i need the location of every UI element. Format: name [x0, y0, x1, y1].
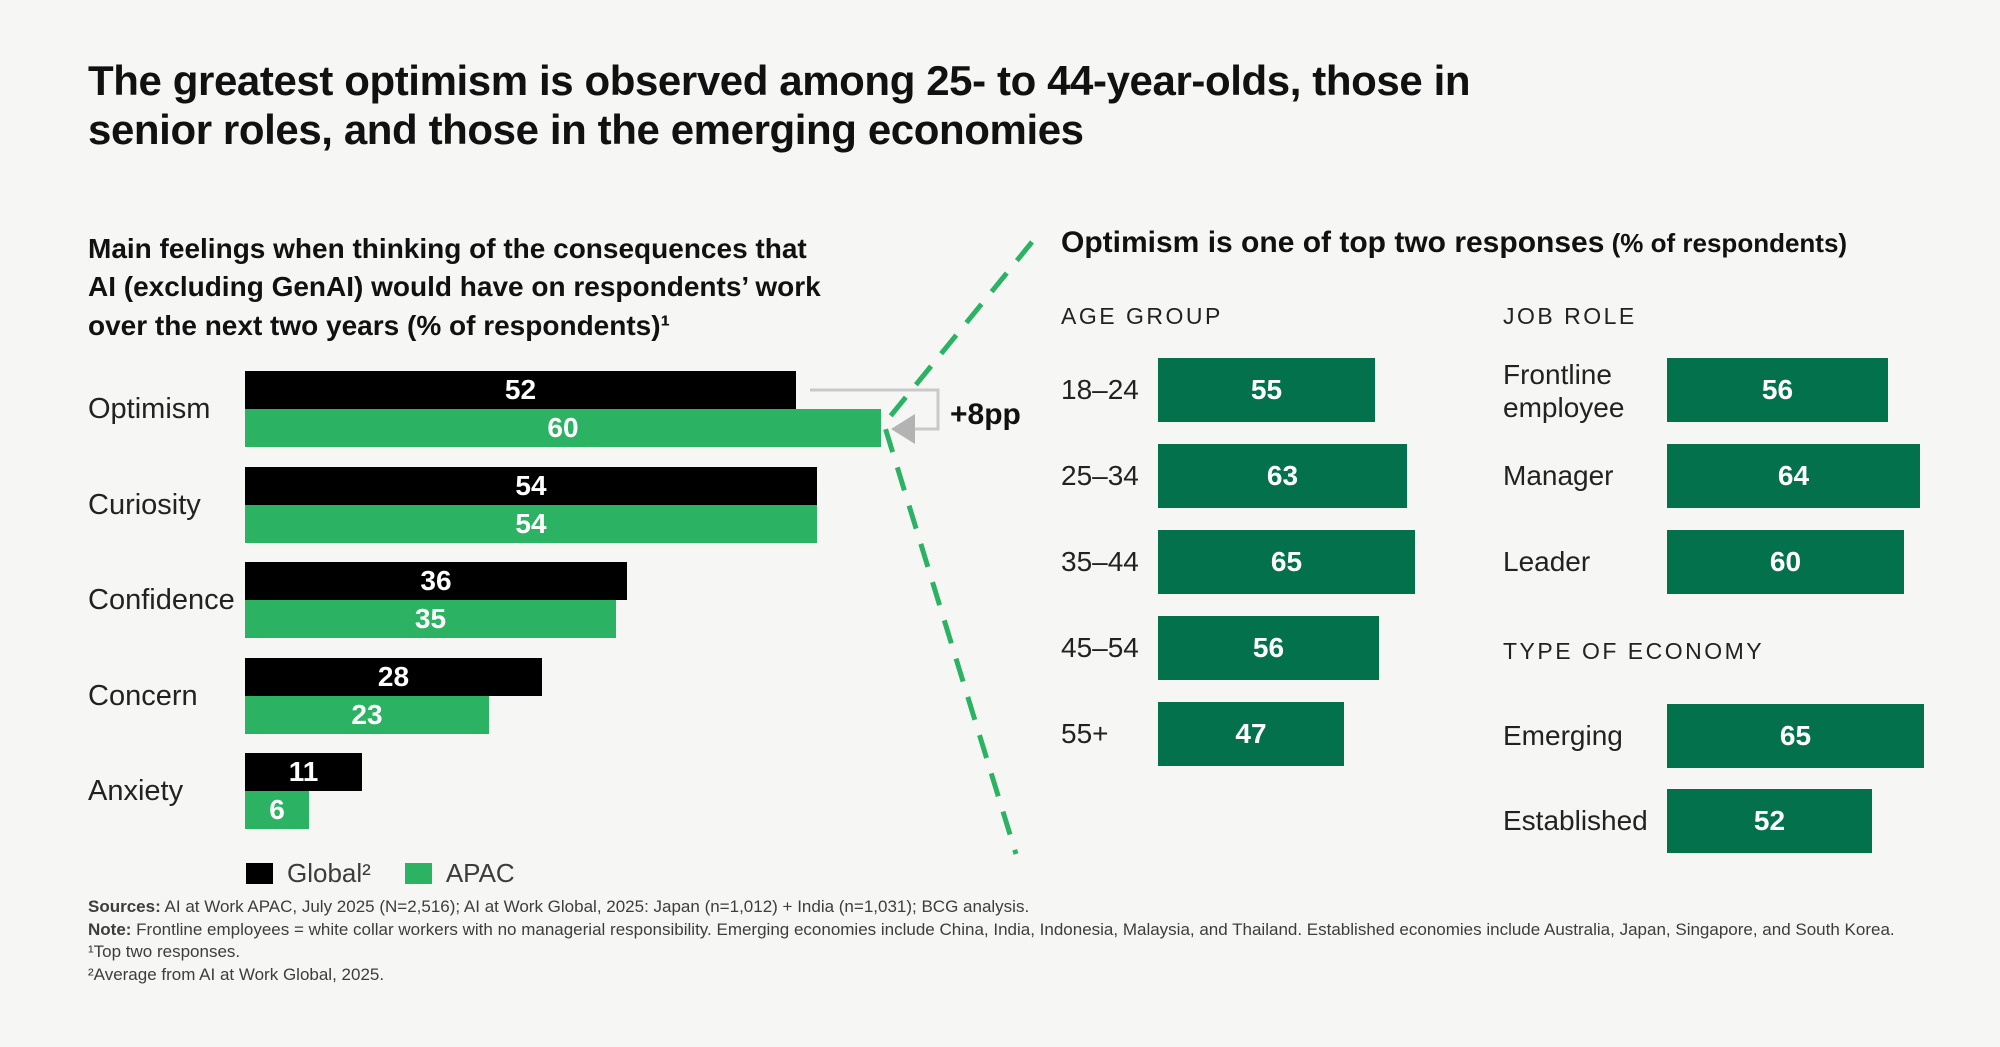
bar-value-label: 35 — [414, 603, 447, 634]
footer-footnote-2: ²Average from AI at Work Global, 2025. — [88, 964, 385, 984]
bar-apac-optimism: 60 — [245, 409, 881, 447]
bar-value-label: 23 — [351, 699, 383, 730]
bar-global-anxiety: 11 — [245, 753, 362, 791]
legend: Global² APAC — [246, 858, 515, 889]
footer-sources-label: Sources: — [88, 897, 161, 916]
legend-label-global: Global² — [287, 858, 371, 888]
bar-established: 52 — [1667, 789, 1872, 853]
right-row-18-24: 18–24 55 — [1061, 358, 1541, 422]
type-of-economy-header: TYPE OF ECONOMY — [1503, 638, 1765, 664]
right-row-35-44: 35–44 65 — [1061, 530, 1541, 594]
right-row-55: 55+ 47 — [1061, 702, 1541, 766]
footer-note-text: Frontline employees = white collar worke… — [131, 919, 1895, 939]
bar-value-label: 56 — [1252, 632, 1285, 663]
bar-value-label: 54 — [515, 508, 547, 539]
bar-emerging: 65 — [1667, 704, 1924, 768]
category-label: Frontline employee — [1503, 359, 1625, 424]
right-row-manager: Manager 64 — [1503, 444, 1983, 508]
category-label: Emerging — [1503, 720, 1623, 752]
bar-value-label: 52 — [504, 374, 537, 405]
bar-value-label: 6 — [269, 794, 285, 825]
legend-swatch-global — [246, 863, 273, 884]
footer-sources-text: AI at Work APAC, July 2025 (N=2,516); AI… — [160, 897, 1030, 916]
bar-45-54: 56 — [1158, 616, 1379, 680]
left-chart-row-concern: Concern 28 23 — [88, 658, 1038, 734]
left-chart-row-anxiety: Anxiety 11 6 — [88, 753, 1038, 829]
right-row-45-54: 45–54 56 — [1061, 616, 1541, 680]
bar-leader: 60 — [1667, 530, 1904, 594]
age-group-header: AGE GROUP — [1061, 303, 1223, 329]
bar-apac-anxiety: 6 — [245, 791, 309, 829]
bar-55: 47 — [1158, 702, 1344, 766]
legend-swatch-apac — [404, 863, 432, 884]
bar-value-label: 52 — [1753, 805, 1786, 836]
delta-annotation: +8pp — [950, 398, 1021, 431]
category-label: 25–34 — [1061, 460, 1139, 492]
bar-value-label: 60 — [547, 412, 579, 443]
right-panel-title-paren: (% of respondents) — [1604, 228, 1848, 258]
footer: Sources: AI at Work APAC, July 2025 (N=2… — [88, 896, 1968, 986]
bar-value-label: 54 — [515, 470, 547, 501]
category-label: 35–44 — [1061, 546, 1139, 578]
bar-value-label: 47 — [1235, 718, 1267, 749]
legend-item-apac: APAC — [404, 858, 515, 889]
left-chart-row-optimism: Optimism 52 60 — [88, 371, 1038, 447]
bar-35-44: 65 — [1158, 530, 1415, 594]
bar-value-label: 63 — [1266, 460, 1299, 491]
left-chart-row-curiosity: Curiosity 54 54 — [88, 467, 1038, 543]
right-row-emerging: Emerging 65 — [1503, 704, 1983, 768]
right-panel-title: Optimism is one of top two responses (% … — [1061, 226, 1981, 260]
category-label: Leader — [1503, 546, 1591, 578]
bar-value-label: 11 — [288, 756, 319, 787]
bar-value-label: 64 — [1777, 460, 1810, 491]
bar-global-confidence: 36 — [245, 562, 627, 600]
category-label: 45–54 — [1061, 632, 1139, 664]
bar-apac-confidence: 35 — [245, 600, 616, 638]
right-row-established: Established 52 — [1503, 789, 1983, 853]
legend-label-apac: APAC — [445, 858, 515, 888]
page-title: The greatest optimism is observed among … — [88, 57, 1471, 154]
bar-global-concern: 28 — [245, 658, 542, 696]
bar-value-label: 65 — [1779, 720, 1812, 751]
right-row-frontline-employee: Frontline employee 56 — [1503, 358, 1983, 424]
bar-value-label: 56 — [1761, 374, 1794, 405]
right-panel-title-main: Optimism is one of top two responses — [1061, 226, 1605, 259]
category-label: Curiosity — [88, 488, 201, 521]
category-label: 18–24 — [1061, 374, 1139, 406]
left-chart-rows: Optimism 52 60 Curiosity 54 54 Confidence 36 35 C… — [88, 371, 1038, 841]
legend-item-global: Global² — [246, 858, 371, 889]
bar-value-label: 28 — [377, 661, 410, 692]
left-chart-title: Main feelings when thinking of the conse… — [88, 233, 821, 341]
footer-note-line: Note: Frontline employees = white collar… — [88, 919, 1968, 942]
bar-value-label: 36 — [420, 565, 452, 596]
bar-global-curiosity: 54 — [245, 467, 817, 505]
job-role-header: JOB ROLE — [1503, 303, 1637, 329]
bar-manager: 64 — [1667, 444, 1920, 508]
bar-apac-curiosity: 54 — [245, 505, 817, 543]
footer-sources-line: Sources: AI at Work APAC, July 2025 (N=2… — [88, 896, 1968, 919]
bar-global-optimism: 52 — [245, 371, 796, 409]
left-chart-row-confidence: Confidence 36 35 — [88, 562, 1038, 638]
category-label: Concern — [88, 679, 198, 712]
bar-25-34: 63 — [1158, 444, 1407, 508]
right-row-leader: Leader 60 — [1503, 530, 1983, 594]
bar-apac-concern: 23 — [245, 696, 489, 734]
category-label: 55+ — [1061, 718, 1109, 750]
right-row-25-34: 25–34 63 — [1061, 444, 1541, 508]
bar-value-label: 60 — [1769, 546, 1802, 577]
bar-18-24: 55 — [1158, 358, 1375, 422]
bar-frontline-employee: 56 — [1667, 358, 1888, 422]
category-label: Anxiety — [88, 774, 184, 807]
category-label: Manager — [1503, 460, 1614, 492]
footer-footnote-1: ¹Top two responses. — [88, 942, 241, 961]
category-label: Confidence — [88, 583, 235, 616]
category-label: Optimism — [88, 392, 211, 425]
category-label: Established — [1503, 805, 1648, 837]
footer-note-label: Note: — [88, 919, 132, 939]
bar-value-label: 65 — [1270, 546, 1303, 577]
bar-value-label: 55 — [1250, 374, 1283, 405]
